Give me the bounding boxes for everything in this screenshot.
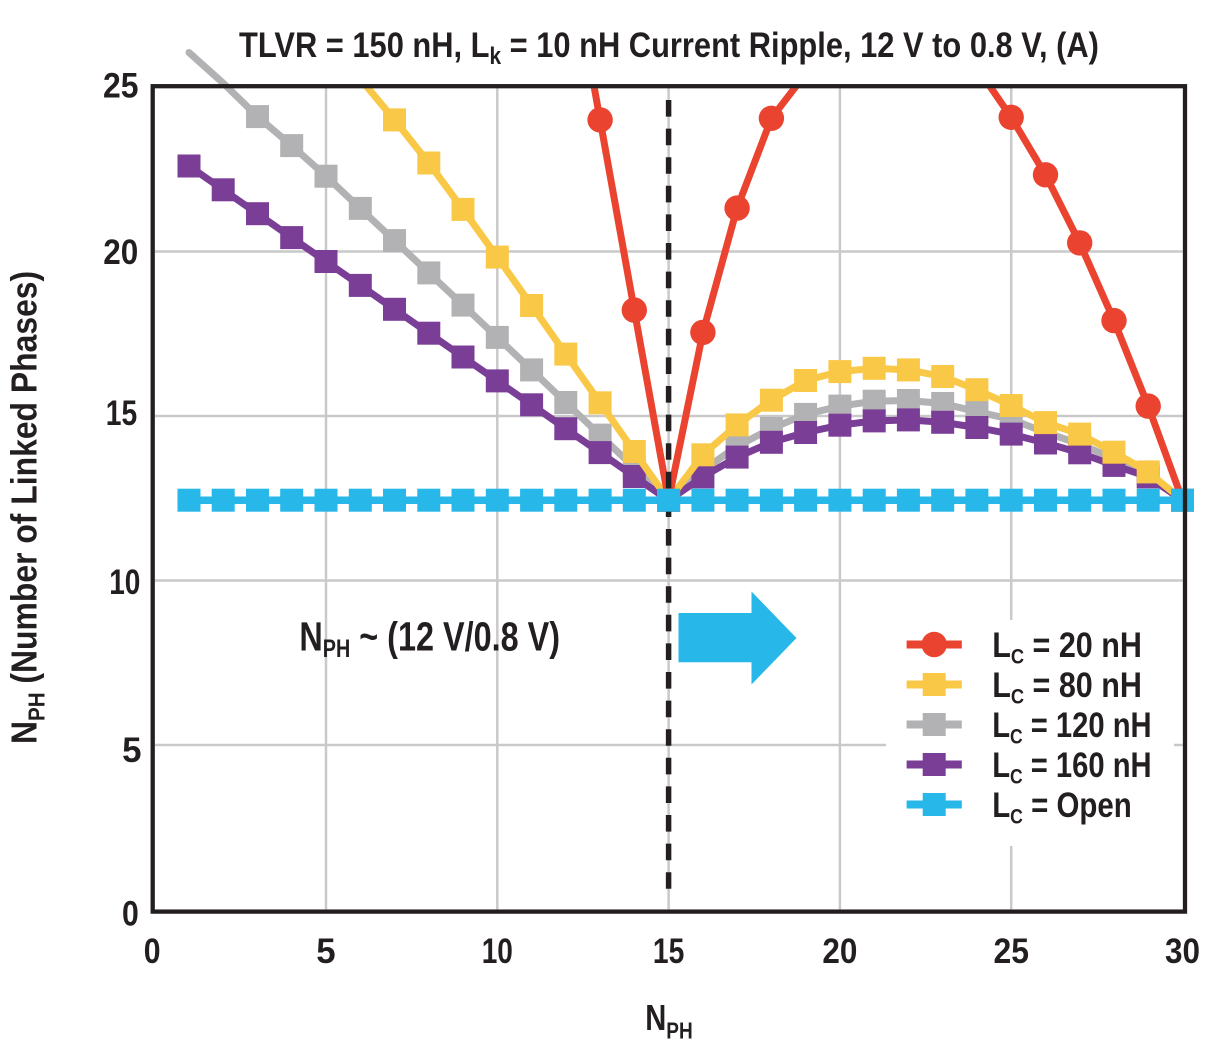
svg-text:10: 10: [482, 931, 513, 971]
svg-text:NPH: NPH: [645, 997, 692, 1044]
svg-text:0: 0: [122, 893, 139, 933]
svg-text:25: 25: [103, 67, 138, 106]
svg-text:LC = 120 nH: LC = 120 nH: [992, 705, 1151, 749]
svg-text:15: 15: [653, 931, 684, 971]
svg-text:TLVR = 150 nH, Lk = 10 nH Curr: TLVR = 150 nH, Lk = 10 nH Current Ripple…: [239, 26, 1099, 69]
svg-text:10: 10: [109, 562, 140, 602]
svg-text:0: 0: [144, 931, 161, 971]
svg-text:NPH ~ (12 V/0.8 V): NPH ~ (12 V/0.8 V): [299, 614, 560, 662]
svg-text:LC = 20 nH: LC = 20 nH: [992, 625, 1142, 669]
svg-text:LC = Open: LC = Open: [992, 785, 1132, 828]
svg-text:LC = 80 nH: LC = 80 nH: [992, 665, 1142, 709]
svg-text:30: 30: [1165, 933, 1200, 972]
svg-text:LC = 160 nH: LC = 160 nH: [992, 745, 1151, 789]
svg-text:20: 20: [103, 233, 138, 272]
svg-text:5: 5: [122, 731, 141, 770]
svg-text:20: 20: [822, 933, 857, 972]
svg-text:NPH (Number of Linked Phases): NPH (Number of Linked Phases): [5, 271, 50, 744]
svg-text:25: 25: [994, 933, 1029, 972]
svg-text:15: 15: [106, 393, 137, 433]
svg-text:5: 5: [316, 932, 335, 971]
